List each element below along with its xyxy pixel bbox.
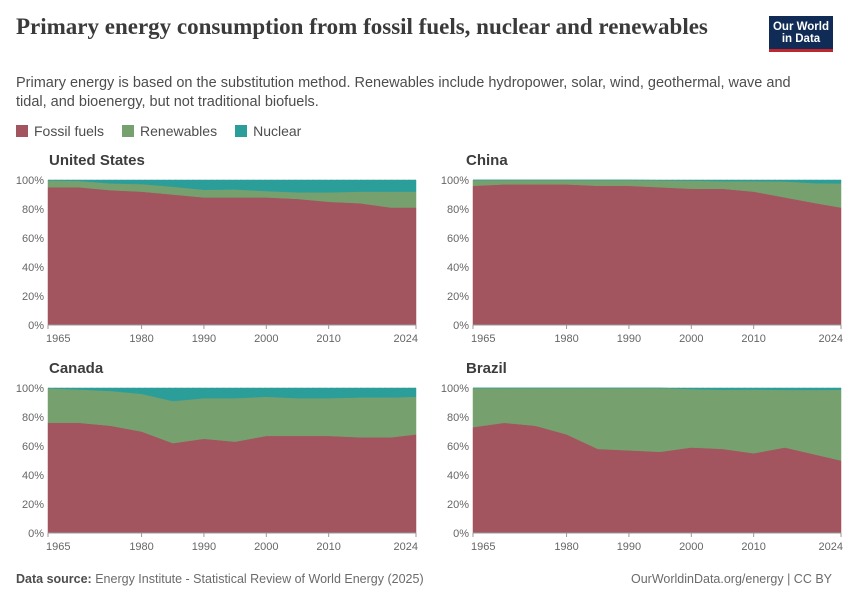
brazil-xtick-label: 1965 — [471, 541, 495, 553]
canada-ytick-label: 60% — [22, 441, 44, 453]
brazil-xtick-label: 1980 — [554, 541, 578, 553]
legend-swatch-nuclear — [235, 125, 248, 137]
data-source-label: Data source: — [16, 572, 92, 586]
logo-line-2: in Data — [781, 33, 821, 45]
facet-title-canada: Canada — [49, 360, 104, 377]
data-source: Data source: Energy Institute - Statisti… — [16, 572, 424, 586]
legend-item-renewables[interactable]: Renewables — [122, 123, 217, 139]
brazil-xtick-label: 2010 — [741, 541, 765, 553]
legend-label-fossil: Fossil fuels — [34, 123, 105, 139]
brazil-xtick-label: 2000 — [679, 541, 703, 553]
china-xtick-label: 1980 — [554, 333, 578, 345]
united-states-xtick-label: 1990 — [192, 333, 216, 345]
canada-ytick-label: 40% — [22, 470, 44, 482]
united-states-ytick-label: 0% — [28, 320, 44, 332]
legend-label-nuclear: Nuclear — [253, 123, 302, 139]
brazil-xtick-label: 2024 — [819, 541, 843, 553]
brazil-xtick-label: 1990 — [617, 541, 641, 553]
united-states-xtick-label: 2010 — [316, 333, 340, 345]
facet-title-united-states: United States — [49, 152, 145, 169]
united-states-ytick-label: 20% — [22, 291, 44, 303]
canada-ytick-label: 0% — [28, 528, 44, 540]
brazil-ytick-label: 100% — [441, 383, 469, 395]
logo-line-1: Our World — [772, 21, 829, 33]
china-xtick-label: 1965 — [471, 333, 495, 345]
brazil-ytick-label: 0% — [453, 528, 469, 540]
canada-xtick-label: 2024 — [394, 541, 418, 553]
united-states-xtick-label: 1980 — [129, 333, 153, 345]
brazil-ytick-label: 60% — [447, 441, 469, 453]
chart-title: Primary energy consumption from fossil f… — [16, 14, 708, 39]
brazil-ytick-label: 40% — [447, 470, 469, 482]
united-states-area-fossil-fuels[interactable] — [47, 187, 417, 326]
china-ytick-label: 80% — [447, 204, 469, 216]
united-states-xtick-label: 2024 — [394, 333, 418, 345]
united-states-ytick-label: 60% — [22, 233, 44, 245]
facet-title-china: China — [466, 152, 508, 169]
legend-swatch-fossil — [16, 125, 28, 137]
canada-xtick-label: 1965 — [46, 541, 70, 553]
facet-chart-canada: 0% 20% 40% 60% 80% 100% 1965 1980 1990 2000 2010 20… — [16, 383, 418, 553]
canada-xtick-label: 1980 — [129, 541, 153, 553]
canada-ytick-label: 100% — [16, 383, 44, 395]
facet-chart-united-states: 0% 20% 40% 60% 80% 100% 1965 1980 1990 2000 2010 20… — [16, 175, 418, 345]
canada-ytick-label: 20% — [22, 499, 44, 511]
canada-ytick-label: 80% — [22, 412, 44, 424]
canada-xtick-label: 2010 — [316, 541, 340, 553]
china-ytick-label: 100% — [441, 175, 469, 187]
footer-url[interactable]: OurWorldinData.org/energy | CC BY — [630, 572, 832, 586]
united-states-ytick-label: 100% — [16, 175, 44, 187]
brazil-ytick-label: 80% — [447, 412, 469, 424]
china-xtick-label: 2000 — [679, 333, 703, 345]
china-area-fossil-fuels[interactable] — [472, 184, 842, 326]
facet-title-brazil: Brazil — [466, 360, 507, 377]
legend-swatch-renewables — [122, 125, 135, 137]
united-states-xtick-label: 1965 — [46, 333, 70, 345]
china-ytick-label: 60% — [447, 233, 469, 245]
china-ytick-label: 20% — [447, 291, 469, 303]
china-ytick-label: 40% — [447, 262, 469, 274]
china-xtick-label: 2024 — [819, 333, 843, 345]
united-states-area-nuclear[interactable] — [47, 179, 417, 193]
facet-chart-china: 0% 20% 40% 60% 80% 100% 1965 1980 1990 2000 2010 20… — [441, 175, 843, 345]
united-states-ytick-label: 40% — [22, 262, 44, 274]
canada-area-nuclear[interactable] — [47, 387, 417, 402]
legend-item-nuclear[interactable]: Nuclear — [235, 123, 301, 139]
united-states-ytick-label: 80% — [22, 204, 44, 216]
china-area-nuclear[interactable] — [473, 179, 842, 184]
canada-xtick-label: 2000 — [254, 541, 278, 553]
china-ytick-label: 0% — [453, 320, 469, 332]
brazil-ytick-label: 20% — [447, 499, 469, 511]
legend-item-fossil[interactable]: Fossil fuels — [16, 123, 104, 139]
canada-xtick-label: 1990 — [192, 541, 216, 553]
data-source-text[interactable]: Energy Institute - Statistical Review of… — [95, 572, 424, 586]
legend-label-renewables: Renewables — [140, 123, 218, 139]
brazil-area-nuclear[interactable] — [473, 387, 842, 391]
united-states-xtick-label: 2000 — [254, 333, 278, 345]
china-xtick-label: 2010 — [741, 333, 765, 345]
facet-chart-brazil: 0% 20% 40% 60% 80% 100% 1965 1980 1990 2000 2010 20… — [441, 383, 843, 553]
china-xtick-label: 1990 — [617, 333, 641, 345]
owid-logo[interactable]: Our World in Data — [769, 16, 833, 52]
chart-subtitle: Primary energy is based on the substitut… — [16, 75, 791, 110]
legend: Fossil fuels Renewables Nuclear — [16, 123, 301, 139]
